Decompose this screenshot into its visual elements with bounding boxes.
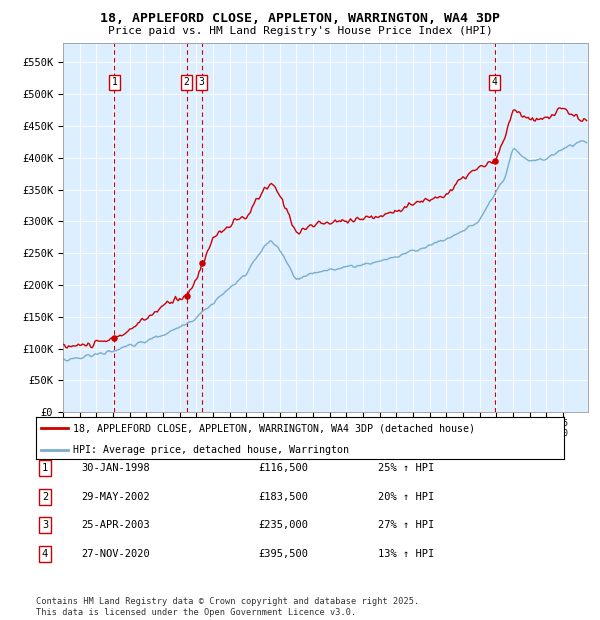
Text: £183,500: £183,500 <box>258 492 308 502</box>
Text: 3: 3 <box>42 520 48 530</box>
Text: 4: 4 <box>492 77 498 87</box>
Point <box>490 156 500 166</box>
Text: 4: 4 <box>42 549 48 559</box>
Text: 1: 1 <box>42 463 48 473</box>
Text: 27-NOV-2020: 27-NOV-2020 <box>81 549 150 559</box>
Text: £235,000: £235,000 <box>258 520 308 530</box>
Text: Price paid vs. HM Land Registry's House Price Index (HPI): Price paid vs. HM Land Registry's House … <box>107 26 493 36</box>
Text: £395,500: £395,500 <box>258 549 308 559</box>
Text: 25-APR-2003: 25-APR-2003 <box>81 520 150 530</box>
Text: 13% ↑ HPI: 13% ↑ HPI <box>378 549 434 559</box>
Text: 18, APPLEFORD CLOSE, APPLETON, WARRINGTON, WA4 3DP (detached house): 18, APPLEFORD CLOSE, APPLETON, WARRINGTO… <box>73 423 475 433</box>
Text: £116,500: £116,500 <box>258 463 308 473</box>
Text: 2: 2 <box>184 77 190 87</box>
Text: HPI: Average price, detached house, Warrington: HPI: Average price, detached house, Warr… <box>73 445 349 454</box>
Text: 18, APPLEFORD CLOSE, APPLETON, WARRINGTON, WA4 3DP: 18, APPLEFORD CLOSE, APPLETON, WARRINGTO… <box>100 12 500 25</box>
Text: 20% ↑ HPI: 20% ↑ HPI <box>378 492 434 502</box>
Point <box>110 333 119 343</box>
Text: Contains HM Land Registry data © Crown copyright and database right 2025.
This d: Contains HM Land Registry data © Crown c… <box>36 598 419 617</box>
Text: 2: 2 <box>42 492 48 502</box>
Text: 3: 3 <box>199 77 205 87</box>
Text: 1: 1 <box>112 77 117 87</box>
Text: 27% ↑ HPI: 27% ↑ HPI <box>378 520 434 530</box>
Text: 25% ↑ HPI: 25% ↑ HPI <box>378 463 434 473</box>
Text: 30-JAN-1998: 30-JAN-1998 <box>81 463 150 473</box>
Point <box>182 291 191 301</box>
Point <box>197 258 206 268</box>
Text: 29-MAY-2002: 29-MAY-2002 <box>81 492 150 502</box>
